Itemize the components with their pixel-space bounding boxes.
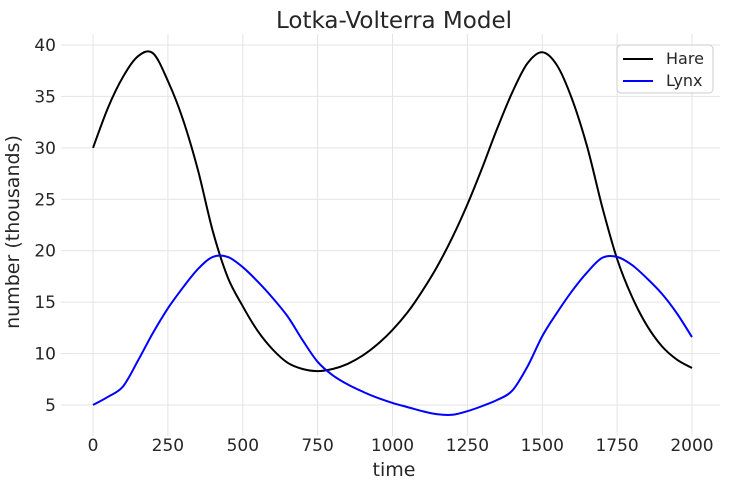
series-layer [92, 50, 693, 417]
grid-layer [67, 34, 720, 430]
legend-entry-hare: Hare [623, 49, 704, 68]
y-tick-label: 40 [34, 36, 56, 56]
tick-label-layer: 0 250 500 750 1000 1250 1500 1750 2000 5 10 15 20 25 3… [34, 36, 713, 456]
y-axis-label: number (thousands) [2, 135, 24, 329]
tick-layer [61, 44, 693, 436]
y-tick-label: 25 [34, 190, 56, 210]
x-tick-label: 250 [152, 436, 184, 456]
x-tick-label: 1250 [446, 436, 489, 456]
legend: Hare Lynx [616, 44, 714, 94]
y-tick-label: 5 [45, 396, 56, 416]
legend-label-hare: Hare [666, 49, 704, 68]
x-tick-label: 2000 [670, 436, 713, 456]
x-tick-label: 1500 [521, 436, 564, 456]
x-axis-label: time [373, 459, 416, 481]
legend-label-lynx: Lynx [666, 71, 703, 90]
x-tick-label: 1750 [595, 436, 638, 456]
x-tick-label: 0 [88, 436, 99, 456]
chart-title: Lotka-Volterra Model [276, 8, 512, 34]
y-tick-label: 15 [34, 293, 56, 313]
lynx-line [92, 254, 693, 417]
y-tick-label: 30 [34, 139, 56, 159]
x-tick-label: 500 [227, 436, 259, 456]
y-tick-label: 10 [34, 345, 56, 365]
x-tick-label: 750 [301, 436, 333, 456]
x-tick-label: 1000 [371, 436, 414, 456]
hare-line [92, 50, 693, 373]
y-tick-label: 20 [34, 242, 56, 262]
y-tick-label: 35 [34, 87, 56, 107]
legend-entry-lynx: Lynx [623, 71, 703, 90]
